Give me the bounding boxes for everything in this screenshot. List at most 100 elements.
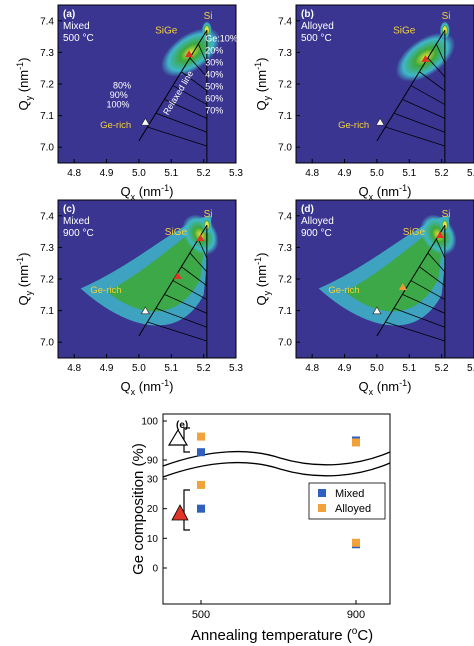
legend-mixed-label: Mixed (335, 488, 364, 500)
composition-hatch (172, 280, 208, 300)
panel-anneal-temp: 900 °C (63, 228, 94, 239)
composition-hatch (427, 252, 446, 273)
x-axis-label: Qx (nm-1) (359, 183, 412, 202)
bracket-upper (183, 427, 190, 453)
x-tick-label: 4.9 (100, 363, 114, 374)
panel-e-tag: (e) (176, 420, 188, 431)
panel-sample-name: Mixed (63, 21, 90, 32)
y-tick-label: 7.3 (40, 48, 54, 59)
composition-hatch (164, 294, 208, 314)
legend-alloyed-label: Alloyed (335, 503, 371, 515)
y-tick-label: 7.0 (278, 143, 292, 154)
composition-hatch (419, 266, 446, 287)
y-tick-label: 7.3 (40, 243, 54, 254)
composition-hatch (393, 112, 446, 133)
label-ge-rich: Ge-rich (328, 285, 359, 296)
panel-anneal-temp: 900 °C (301, 228, 332, 239)
composition-hatch (427, 57, 446, 78)
composition-hatch (155, 112, 208, 133)
x-axis-label: Qx (nm-1) (121, 183, 174, 202)
x-tick-label: 5.0 (370, 168, 384, 179)
x-tick-label: 4.8 (305, 168, 319, 179)
bracket-lower (183, 489, 190, 531)
composition-label-right: 60% (205, 93, 223, 103)
label-sige: SiGe (403, 227, 426, 238)
legend-alloyed-swatch (318, 504, 326, 512)
y-tick-label: 30 (147, 474, 159, 485)
mixed-point (197, 448, 205, 457)
panel-sample-name: Mixed (63, 216, 90, 227)
label-si: Si (442, 11, 451, 22)
x-tick-label: 500 (192, 609, 210, 621)
composition-label-left: 90% (110, 90, 128, 100)
map-plot-area (58, 5, 236, 163)
y-tick-label: 7.1 (40, 111, 54, 122)
composition-hatch (155, 307, 208, 328)
x-tick-label: 5.1 (402, 168, 416, 179)
x-tick-label: 4.8 (67, 168, 81, 179)
open-triangle-marker (167, 428, 189, 446)
x-tick-label: 5.3 (467, 363, 474, 374)
label-si: Si (204, 11, 213, 22)
x-tick-label: 4.8 (305, 363, 319, 374)
composition-label-right: 70% (205, 105, 223, 115)
panel-e-legend: Mixed Alloyed (308, 482, 386, 520)
x-tick-label: 5.0 (132, 168, 146, 179)
composition-hatch (181, 266, 208, 287)
y-axis-label: Qy (nm-1) (15, 58, 34, 111)
open-triangle-marker (372, 306, 382, 315)
y-axis-label: Qy (nm-1) (253, 253, 272, 306)
composition-label-left: 80% (113, 81, 131, 91)
red-triangle-marker (436, 231, 445, 238)
panel-sample-name: Alloyed (301, 21, 334, 32)
open-triangle-marker (140, 306, 150, 315)
composition-hatch (189, 252, 208, 273)
y-tick-label: 7.4 (278, 16, 292, 27)
red-triangle-marker (421, 55, 430, 62)
composition-label-left: 100% (107, 100, 130, 110)
composition-hatch (402, 99, 446, 119)
panel-tag: (b) (301, 9, 314, 20)
x-tick-label: 5.2 (435, 363, 449, 374)
composition-hatch (419, 71, 446, 92)
x-tick-label: 5.2 (197, 363, 211, 374)
y-tick-label: 7.3 (278, 48, 292, 59)
y-tick-label: 7.1 (278, 306, 292, 317)
x-tick-label: 4.9 (100, 168, 114, 179)
map-sige-peak (160, 27, 221, 77)
red-triangle-marker (185, 50, 194, 58)
y-tick-label: 7.3 (278, 243, 292, 254)
panel-tag: (a) (63, 9, 75, 20)
y-tick-label: 7.2 (278, 275, 292, 286)
open-triangle-marker (375, 117, 385, 126)
panel-anneal-temp: 500 °C (301, 33, 332, 44)
x-tick-label: 5.0 (132, 363, 146, 374)
y-tick-label: 7.0 (40, 143, 54, 154)
x-axis-label: Qx (nm-1) (121, 378, 174, 397)
composition-label-right: 40% (205, 69, 223, 79)
legend-mixed-swatch (318, 489, 326, 497)
panel-e-x-ticks: 500 900 (192, 600, 365, 621)
label-sige: SiGe (393, 25, 416, 36)
panel-e-composition-chart: (e) 90 100 0 10 20 30 500 900 Mixed Alloyed Ge… (130, 413, 391, 644)
composition-hatch (436, 238, 446, 259)
composition-hatch (410, 280, 446, 300)
composition-label-right: 20% (205, 45, 223, 55)
label-ge-rich: Ge-rich (90, 285, 121, 296)
composition-hatch (181, 71, 208, 92)
composition-hatch (436, 43, 446, 64)
label-si: Si (442, 209, 451, 220)
composition-hatch (385, 321, 445, 342)
composition-hatch (198, 43, 208, 64)
x-tick-label: 5.2 (197, 168, 211, 179)
label-si: Si (204, 209, 213, 220)
panel-e-y-ticks: 90 100 0 10 20 30 (141, 417, 167, 575)
y-tick-label: 7.2 (40, 275, 54, 286)
y-tick-label: 7.4 (278, 211, 292, 222)
composition-label-right: 50% (205, 81, 223, 91)
composition-hatch (164, 99, 208, 119)
x-tick-label: 5.2 (435, 168, 449, 179)
y-tick-label: 20 (147, 504, 159, 515)
